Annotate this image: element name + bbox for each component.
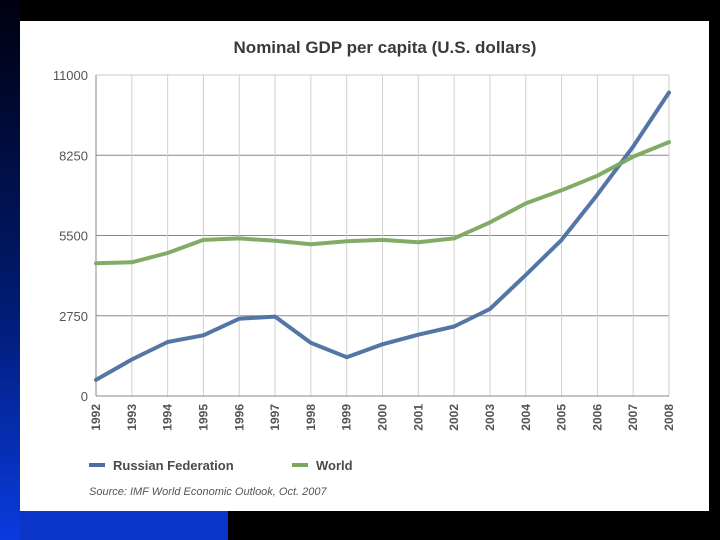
series-line-russian-federation [94,90,671,382]
source-note: Source: IMF World Economic Outlook, Oct.… [89,486,327,498]
legend: Russian Federation World [89,458,353,473]
slide-background-bottom-strip [20,511,228,540]
x-tick-label: 2002 [447,404,461,431]
y-tick-label: 2750 [59,309,88,324]
x-tick-label: 2008 [662,404,676,431]
x-tick-label: 1993 [125,404,139,431]
chart-title: Nominal GDP per capita (U.S. dollars) [234,38,537,57]
legend-label-world: World [316,458,353,473]
y-tick-label: 8250 [59,148,88,163]
series-lines [94,90,671,382]
axes [95,74,670,397]
slide-background-left-bar [0,0,20,540]
x-tick-label: 1996 [232,404,246,431]
legend-label-russian-federation: Russian Federation [113,458,234,473]
y-tick-label: 11000 [53,68,88,83]
chart-panel: Nominal GDP per capita (U.S. dollars) 0 2… [20,21,709,511]
x-tick-label: 2003 [483,404,497,431]
series-line-world [94,140,671,266]
x-tick-label: 2007 [626,404,640,431]
grid-lines [95,74,670,396]
gdp-line-chart: Nominal GDP per capita (U.S. dollars) 0 2… [53,38,676,498]
x-tick-label: 1997 [268,404,282,431]
x-tick-label: 1995 [196,404,210,431]
x-tick-label: 2005 [555,404,569,431]
x-tick-label: 1999 [340,404,354,431]
y-tick-label: 0 [81,389,88,404]
x-tick-label: 2001 [411,404,425,431]
x-tick-label: 2000 [376,404,390,431]
x-tick-label: 1994 [161,404,175,431]
x-tick-labels: 1992 1993 1994 1995 1996 1997 1998 1999 2000 2001… [89,404,676,431]
y-tick-label: 5500 [59,229,88,244]
y-tick-labels: 0 2750 5500 8250 11000 [53,68,88,404]
x-tick-label: 1998 [304,404,318,431]
x-tick-label: 1992 [89,404,103,431]
x-tick-label: 2004 [519,404,533,431]
x-tick-label: 2006 [590,404,604,431]
